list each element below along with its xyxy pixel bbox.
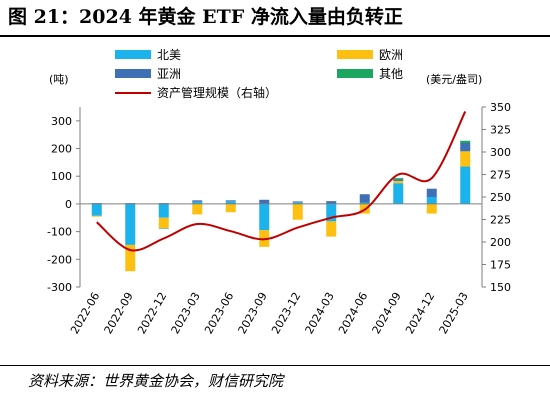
bar-europe: [460, 151, 471, 167]
bar-other: [393, 178, 404, 180]
x-tick-label: 2022-12: [135, 290, 169, 336]
bar-europe: [326, 221, 337, 237]
bar-asia: [192, 200, 203, 202]
legend-swatch-asia: [115, 69, 151, 78]
y2-tick-label: 200: [490, 236, 511, 249]
figure-title: 图 21：2024 年黄金 ETF 净流入量由负转正: [8, 6, 403, 28]
bar-north_america: [192, 201, 203, 204]
bar-other: [460, 140, 471, 143]
x-tick-label: 2025-03: [437, 290, 471, 336]
bar-asia: [292, 201, 303, 203]
bar-europe: [158, 217, 169, 229]
y-tick-label: -300: [47, 281, 72, 294]
x-tick-label: 2024-03: [303, 290, 337, 336]
legend-label-north_america: 北美: [157, 48, 181, 62]
bar-europe: [125, 244, 136, 272]
y2-tick-label: 325: [490, 124, 511, 137]
bar-europe: [426, 203, 437, 214]
x-tick-label: 2024-06: [336, 290, 370, 336]
x-tick-label: 2023-12: [269, 290, 303, 336]
y2-axis-label: (美元/盎司): [426, 72, 482, 86]
y-tick-label: 100: [51, 170, 72, 183]
bar-asia: [259, 199, 270, 204]
bar-north_america: [91, 203, 102, 216]
bar-north_america: [426, 197, 437, 204]
y2-tick-label: 250: [490, 191, 511, 204]
bar-north_america: [359, 202, 370, 204]
legend-swatch-other: [337, 69, 373, 78]
bar-north_america: [292, 202, 303, 204]
bar-europe: [192, 203, 203, 215]
bar-europe: [91, 215, 102, 217]
y2-tick-label: 300: [490, 146, 511, 159]
y2-tick-label: 225: [490, 214, 511, 227]
y-tick-label: -100: [47, 226, 72, 239]
x-tick-label: 2023-03: [169, 290, 203, 336]
y-tick-label: 0: [65, 198, 72, 211]
y2-tick-label: 150: [490, 281, 511, 294]
y2-tick-label: 350: [490, 101, 511, 114]
bar-north_america: [225, 201, 236, 204]
bar-europe: [225, 203, 236, 213]
bar-north_america: [326, 203, 337, 222]
bar-north_america: [460, 166, 471, 204]
bar-north_america: [125, 203, 136, 245]
bar-asia: [225, 200, 236, 202]
legend-label-europe: 欧洲: [379, 48, 403, 62]
x-tick-label: 2024-12: [403, 290, 437, 336]
bar-north_america: [158, 203, 169, 218]
series-line-aum: [96, 111, 467, 252]
y-tick-label: 300: [51, 115, 72, 128]
bars-layer: [91, 140, 471, 272]
bar-north_america: [259, 203, 270, 231]
y-axis-label: (吨): [49, 73, 69, 86]
bar-asia: [460, 143, 471, 152]
bar-asia: [393, 179, 404, 181]
bar-asia: [359, 194, 370, 203]
x-tick-label: 2023-06: [202, 290, 236, 336]
y2-tick-label: 175: [490, 259, 511, 272]
bar-europe: [393, 180, 404, 184]
y2-tick-label: 275: [490, 169, 511, 182]
y-tick-label: 200: [51, 143, 72, 156]
legend-label-aum: 资产管理规模（右轴）: [157, 85, 277, 100]
source-note: 资料来源：世界黄金协会，财信研究院: [28, 372, 284, 390]
legend-label-other: 其他: [379, 67, 403, 81]
title-rule: [0, 35, 550, 37]
x-tick-label: 2023-09: [236, 290, 270, 336]
bar-asia: [426, 188, 437, 197]
bar-north_america: [393, 183, 404, 204]
line-layer: [96, 111, 467, 252]
x-tick-label: 2022-09: [102, 290, 136, 336]
bar-other: [158, 228, 169, 229]
bar-asia: [326, 201, 337, 204]
chart: -300 -200 -100 0 100 200 300 150 175 200 225 250 275…: [47, 48, 511, 336]
legend-swatch-north_america: [115, 50, 151, 59]
bottom-rule: [0, 365, 550, 366]
legend-label-asia: 亚洲: [157, 67, 181, 81]
axes-layer: -300 -200 -100 0 100 200 300 150 175 200 225 250 275…: [47, 72, 511, 336]
bar-europe: [292, 203, 303, 220]
y-tick-label: -200: [47, 253, 72, 266]
x-tick-label: 2022-06: [68, 290, 102, 336]
x-tick-label: 2024-09: [370, 290, 404, 336]
legend-swatch-europe: [337, 50, 373, 59]
